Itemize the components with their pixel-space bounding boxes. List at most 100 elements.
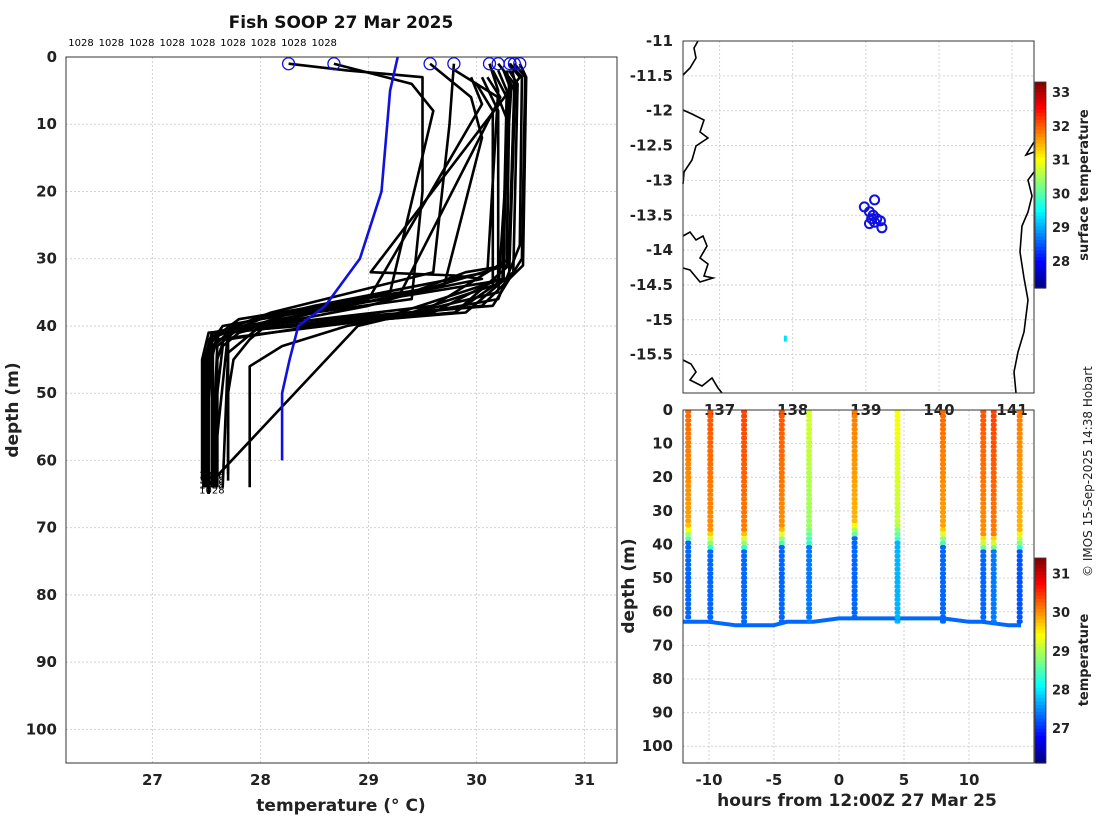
- section-colorbar-segment: [1035, 636, 1046, 641]
- section-data-point: [685, 466, 692, 471]
- profile-start-marker: [513, 57, 527, 71]
- section-data-point: [707, 536, 714, 541]
- map-plot-frame: [682, 40, 1035, 394]
- section-data-point: [980, 466, 987, 471]
- section-data-point: [806, 483, 813, 489]
- section-data-point: [894, 514, 901, 519]
- section-data-point: [685, 488, 692, 493]
- section-data-point: [806, 470, 813, 476]
- section-data-point: [778, 426, 785, 432]
- section-data-point: [741, 588, 748, 594]
- section-data-point: [778, 610, 785, 615]
- section-colorbar-segment: [1035, 561, 1046, 566]
- section-data-point: [1016, 422, 1023, 427]
- section-data-point: [980, 553, 987, 559]
- map-colorbar-segment: [1035, 140, 1046, 145]
- map-colorbar-segment: [1035, 222, 1046, 227]
- section-data-point: [778, 501, 785, 506]
- section-data-point: [980, 418, 987, 423]
- section-data-point: [1016, 483, 1023, 489]
- section-data-point: [940, 418, 946, 423]
- section-data-point: [707, 470, 714, 476]
- section-data-point: [980, 470, 987, 476]
- profile-xtick-label: 28: [250, 771, 271, 789]
- section-data-point: [741, 606, 748, 611]
- section-colorbar-segment: [1035, 622, 1046, 627]
- section-data-point: [806, 413, 813, 419]
- section-colorbar-segment: [1035, 612, 1046, 617]
- section-data-point: [741, 479, 748, 484]
- section-data-point: [1016, 601, 1023, 607]
- section-colorbar-segment: [1035, 677, 1046, 682]
- section-data-point: [806, 523, 813, 528]
- section-data-point: [778, 619, 785, 624]
- section-data-point: [980, 540, 987, 545]
- section-data-point: [940, 413, 946, 419]
- section-data-point: [1016, 457, 1023, 462]
- map-colorbar-segment: [1035, 185, 1046, 190]
- map-colorbar-segment: [1035, 112, 1046, 117]
- section-data-point: [685, 562, 692, 567]
- map-colorbar-segment: [1035, 133, 1046, 138]
- section-data-point: [741, 505, 748, 511]
- section-data-point: [685, 510, 692, 515]
- section-data-point: [685, 470, 692, 476]
- section-data-point: [778, 470, 785, 476]
- profile-bottom-label: 1028: [199, 476, 224, 487]
- section-data-point: [685, 448, 692, 454]
- section-data-point: [1016, 479, 1023, 484]
- section-colorbar-segment: [1035, 564, 1046, 569]
- section-data-point: [990, 440, 997, 445]
- coastline: [1013, 171, 1035, 394]
- map-colorbar-segment: [1035, 188, 1046, 193]
- section-data-point: [894, 413, 901, 419]
- map-colorbar-segment: [1035, 229, 1046, 234]
- section-data-point: [894, 571, 901, 576]
- section-colorbar-segment: [1035, 732, 1046, 737]
- section-data-point: [741, 418, 748, 423]
- map-colorbar-segment: [1035, 209, 1046, 214]
- section-data-point: [778, 558, 785, 563]
- section-data-point: [707, 483, 714, 489]
- section-data-point: [980, 562, 987, 567]
- section-data-point: [940, 457, 946, 462]
- section-data-point: [851, 501, 858, 506]
- map-colorbar-segment: [1035, 239, 1046, 244]
- section-data-point: [685, 553, 692, 559]
- section-data-point: [741, 409, 748, 414]
- section-data-point: [741, 435, 748, 441]
- profile-id-label: 1028: [68, 38, 93, 49]
- section-data-point: [806, 553, 813, 559]
- section-data-point: [894, 453, 901, 458]
- section-data-point: [778, 448, 785, 454]
- section-data-point: [990, 593, 997, 598]
- section-data-point: [990, 553, 997, 559]
- section-data-point: [1016, 453, 1023, 458]
- section-ytick-label: 70: [652, 636, 673, 654]
- section-data-point: [894, 496, 901, 502]
- section-data-point: [940, 566, 946, 572]
- section-data-point: [980, 593, 987, 598]
- section-data-point: [685, 593, 692, 598]
- section-data-point: [685, 426, 692, 432]
- section-data-point: [980, 619, 987, 624]
- section-ytick-label: 60: [652, 603, 673, 621]
- section-data-point: [741, 496, 748, 502]
- section-data-point: [940, 492, 946, 497]
- section-data-point: [894, 553, 901, 559]
- section-data-point: [990, 409, 997, 414]
- section-data-point: [806, 431, 813, 436]
- section-data-point: [741, 523, 748, 528]
- section-data-point: [990, 558, 997, 563]
- map-colorbar-segment: [1035, 212, 1046, 217]
- section-data-point: [940, 558, 946, 563]
- section-data-point: [990, 431, 997, 436]
- section-colorbar-tick: 30: [1052, 606, 1070, 621]
- section-data-point: [894, 593, 901, 598]
- section-data-point: [778, 549, 785, 554]
- section-data-point: [778, 514, 785, 519]
- section-data-point: [806, 579, 813, 585]
- section-colorbar-segment: [1035, 698, 1046, 703]
- section-data-point: [1016, 610, 1023, 615]
- section-data-point: [707, 453, 714, 458]
